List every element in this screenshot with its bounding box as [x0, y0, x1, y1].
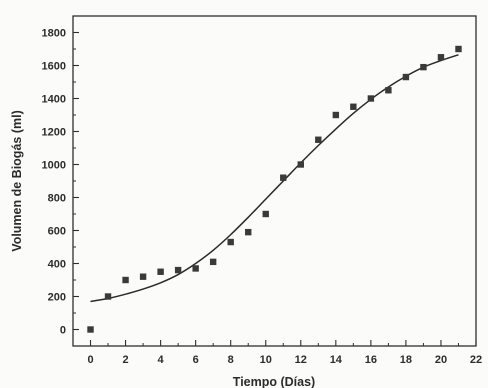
y-tick-label: 1000	[42, 160, 66, 172]
x-tick-label: 12	[295, 354, 307, 366]
y-tick-label: 200	[48, 292, 66, 304]
x-tick-label: 22	[470, 354, 482, 366]
y-tick-label: 600	[48, 226, 66, 238]
x-tick-label: 8	[228, 354, 234, 366]
y-tick-label: 1800	[42, 28, 66, 40]
data-point	[368, 95, 374, 101]
y-tick-label: 1400	[42, 94, 66, 106]
data-point	[263, 211, 269, 217]
data-point	[403, 74, 409, 80]
x-tick-label: 10	[260, 354, 272, 366]
data-point	[245, 229, 251, 235]
data-point	[315, 137, 321, 143]
y-tick-label: 800	[48, 193, 66, 205]
data-point	[385, 87, 391, 93]
y-axis-title: Volumen de Biogás (ml)	[10, 110, 24, 251]
x-tick-label: 20	[435, 354, 447, 366]
x-tick-label: 2	[123, 354, 129, 366]
x-tick-label: 6	[193, 354, 199, 366]
data-point	[122, 277, 128, 283]
x-tick-label: 14	[330, 354, 343, 366]
data-point	[438, 54, 444, 60]
data-point	[210, 259, 216, 265]
data-point	[105, 293, 111, 299]
data-point	[192, 265, 198, 271]
y-tick-label: 0	[60, 325, 66, 337]
x-tick-label: 18	[400, 354, 412, 366]
data-point	[157, 269, 163, 275]
data-point	[333, 112, 339, 118]
x-axis-title: Tiempo (Días)	[233, 375, 315, 388]
data-point	[420, 64, 426, 70]
x-tick-label: 16	[365, 354, 377, 366]
data-point	[350, 104, 356, 110]
data-point	[87, 326, 93, 332]
y-tick-label: 1200	[42, 127, 66, 139]
y-tick-label: 400	[48, 259, 66, 271]
data-point	[175, 267, 181, 273]
x-tick-label: 0	[87, 354, 93, 366]
y-tick-label: 1600	[42, 61, 66, 73]
data-point	[280, 175, 286, 181]
data-point	[298, 161, 304, 167]
x-tick-label: 4	[158, 354, 165, 366]
data-point	[228, 239, 234, 245]
data-point	[455, 46, 461, 52]
data-point	[140, 274, 146, 280]
